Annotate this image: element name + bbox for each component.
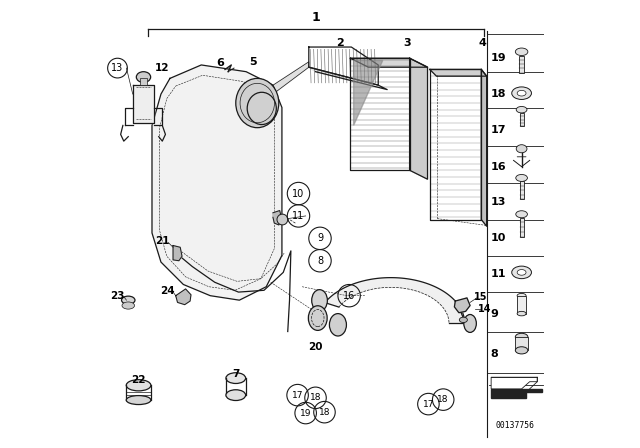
Ellipse shape — [136, 72, 150, 82]
Text: 1: 1 — [311, 11, 320, 25]
Ellipse shape — [517, 270, 526, 275]
Ellipse shape — [226, 390, 246, 401]
Ellipse shape — [226, 373, 246, 383]
Text: 21: 21 — [155, 236, 170, 246]
Text: 24: 24 — [161, 286, 175, 296]
Text: 10: 10 — [490, 233, 506, 243]
Polygon shape — [266, 62, 308, 94]
Polygon shape — [308, 67, 387, 90]
Text: 18: 18 — [490, 89, 506, 99]
Ellipse shape — [330, 314, 346, 336]
Polygon shape — [454, 298, 470, 313]
Bar — [520, 113, 524, 126]
Text: 6: 6 — [216, 58, 225, 68]
Text: 7: 7 — [232, 369, 239, 379]
Text: 15: 15 — [474, 292, 487, 302]
Text: 16: 16 — [343, 291, 355, 301]
Text: 17: 17 — [490, 125, 506, 135]
Polygon shape — [430, 69, 481, 220]
Text: 13: 13 — [111, 63, 124, 73]
Polygon shape — [410, 58, 428, 179]
Ellipse shape — [312, 290, 328, 311]
Text: 18: 18 — [438, 395, 449, 404]
Text: 22: 22 — [131, 375, 146, 385]
Text: 16: 16 — [490, 162, 506, 172]
Polygon shape — [491, 389, 541, 398]
Text: 2: 2 — [336, 38, 344, 47]
Text: 14: 14 — [478, 304, 492, 314]
Ellipse shape — [512, 87, 531, 99]
Ellipse shape — [516, 145, 527, 153]
Ellipse shape — [517, 311, 526, 316]
Ellipse shape — [516, 211, 527, 218]
Ellipse shape — [236, 78, 279, 128]
Bar — [520, 218, 524, 237]
Polygon shape — [491, 377, 538, 389]
Text: 13: 13 — [490, 198, 506, 207]
Text: 11: 11 — [490, 269, 506, 279]
Text: 3: 3 — [404, 38, 411, 47]
Text: 17: 17 — [422, 400, 434, 409]
Text: 12: 12 — [155, 63, 170, 73]
Polygon shape — [351, 58, 410, 170]
Text: 8: 8 — [317, 256, 323, 266]
Text: 9: 9 — [317, 233, 323, 243]
Text: 10: 10 — [292, 189, 305, 198]
Ellipse shape — [517, 90, 526, 96]
Bar — [517, 296, 526, 314]
Polygon shape — [173, 246, 182, 261]
Polygon shape — [481, 69, 486, 226]
Text: 23: 23 — [110, 291, 125, 301]
Polygon shape — [308, 47, 378, 85]
Text: 11: 11 — [292, 211, 305, 221]
Text: 4: 4 — [478, 38, 486, 47]
Ellipse shape — [517, 293, 526, 298]
Ellipse shape — [515, 347, 528, 354]
Ellipse shape — [512, 266, 531, 279]
Text: 18: 18 — [310, 393, 321, 402]
Text: 5: 5 — [249, 57, 257, 67]
Text: 20: 20 — [308, 342, 323, 352]
Ellipse shape — [126, 379, 151, 391]
Text: 17: 17 — [292, 391, 303, 400]
Polygon shape — [132, 85, 154, 123]
Text: 19: 19 — [300, 409, 312, 418]
Ellipse shape — [515, 48, 528, 56]
Ellipse shape — [464, 314, 476, 332]
Text: 19: 19 — [490, 53, 506, 63]
Circle shape — [277, 214, 288, 225]
Bar — [515, 337, 528, 350]
Polygon shape — [430, 69, 486, 76]
Bar — [519, 56, 524, 73]
Text: 00137756: 00137756 — [496, 421, 535, 430]
Polygon shape — [351, 58, 428, 67]
Ellipse shape — [515, 333, 528, 340]
Ellipse shape — [122, 302, 134, 309]
Ellipse shape — [516, 107, 527, 113]
Bar — [520, 181, 524, 199]
Polygon shape — [152, 65, 282, 300]
Ellipse shape — [308, 306, 327, 331]
Text: 9: 9 — [490, 310, 498, 319]
Polygon shape — [325, 278, 465, 323]
Polygon shape — [273, 211, 282, 225]
Polygon shape — [353, 60, 383, 125]
Bar — [140, 78, 147, 85]
Ellipse shape — [460, 317, 467, 323]
Text: 18: 18 — [319, 408, 330, 417]
Ellipse shape — [126, 396, 151, 405]
Text: 8: 8 — [490, 349, 498, 359]
Ellipse shape — [122, 296, 135, 304]
Ellipse shape — [516, 174, 527, 181]
Polygon shape — [176, 289, 191, 305]
